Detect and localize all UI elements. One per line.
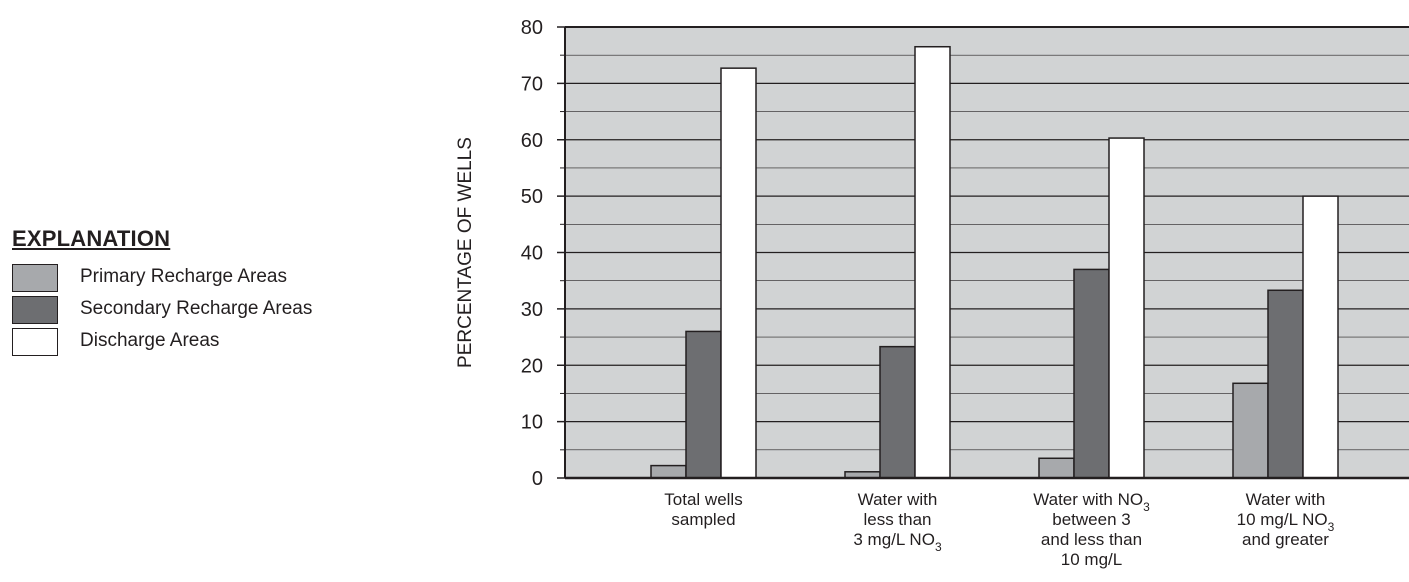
category-label-line: 10 mg/L: [1061, 550, 1122, 569]
bar-discharge-areas-4: [1302, 195, 1339, 479]
legend-swatch-discharge: [12, 328, 58, 356]
category-label-line: Water with: [1246, 490, 1326, 509]
y-tick-label: 10: [521, 412, 543, 434]
y-tick-label: 60: [521, 130, 543, 152]
category-label-line: and less than: [1041, 530, 1142, 549]
bar-secondary-recharge-areas-2: [879, 345, 916, 479]
legend-label-discharge: Discharge Areas: [80, 330, 220, 351]
legend-swatch-primary-recharge: [12, 264, 58, 292]
bar-secondary-recharge-areas-4: [1267, 289, 1304, 479]
category-label-line: and greater: [1242, 530, 1329, 549]
legend-item-primary-recharge: Primary Recharge Areas: [12, 264, 287, 296]
legend: EXPLANATION Primary Recharge Areas Secon…: [12, 226, 312, 360]
y-tick-label: 30: [521, 299, 543, 321]
bars: [650, 45, 1339, 479]
category-label-line: Water with NO3: [1033, 490, 1150, 514]
bar-discharge-areas-2: [914, 45, 951, 479]
legend-title: EXPLANATION: [12, 226, 171, 251]
legend-item-discharge: Discharge Areas: [12, 328, 219, 360]
legend-label-primary-recharge: Primary Recharge Areas: [80, 266, 287, 287]
bar-secondary-recharge-areas-1: [685, 330, 722, 479]
category-label-line: between 3: [1052, 510, 1130, 529]
y-tick-label: 0: [532, 468, 543, 490]
y-tick-label: 20: [521, 355, 543, 377]
category-label-line: 10 mg/L NO3: [1237, 510, 1335, 534]
category-label-line: Total wells: [664, 490, 742, 509]
bar-discharge-areas-1: [720, 67, 757, 479]
bar-secondary-recharge-areas-3: [1073, 268, 1110, 479]
y-ticks: 0 10 20 30 40 50 60 70 80: [521, 17, 565, 490]
bar-discharge-areas-3: [1108, 137, 1145, 479]
category-label-line: sampled: [671, 510, 735, 529]
y-tick-label: 50: [521, 186, 543, 208]
legend-item-secondary-recharge: Secondary Recharge Areas: [12, 296, 312, 328]
y-tick-label: 80: [521, 17, 543, 39]
legend-swatch-secondary-recharge: [12, 296, 58, 324]
category-label-line: Water with: [858, 490, 938, 509]
category-label-line: 3 mg/L NO3: [853, 530, 942, 554]
bar-primary-recharge-areas-3: [1038, 457, 1075, 479]
y-axis-label: PERCENTAGE OF WELLS: [455, 137, 476, 368]
y-tick-label: 70: [521, 73, 543, 95]
legend-label-secondary-recharge: Secondary Recharge Areas: [80, 298, 313, 319]
bar-primary-recharge-areas-4: [1232, 382, 1269, 479]
category-label-line: less than: [863, 510, 931, 529]
y-tick-label: 40: [521, 243, 543, 265]
bar-primary-recharge-areas-1: [650, 464, 687, 479]
